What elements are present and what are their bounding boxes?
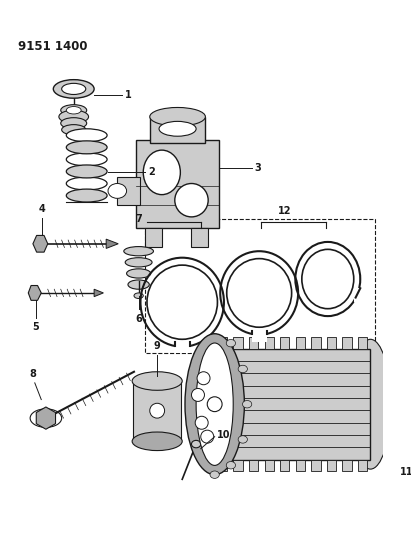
Text: 2: 2 [148,167,155,177]
Ellipse shape [226,462,236,469]
Ellipse shape [66,165,107,178]
Text: 11: 11 [400,467,411,477]
Ellipse shape [238,365,247,373]
Bar [296,460,305,471]
Ellipse shape [124,247,153,256]
Bar [311,337,321,349]
Bar [296,337,305,349]
Ellipse shape [53,79,94,98]
Bar [150,117,206,143]
Ellipse shape [108,183,127,198]
Bar [233,460,242,471]
Bar [354,288,368,302]
Text: 6: 6 [135,314,142,324]
Bar [358,337,367,349]
Bar [342,460,352,471]
Ellipse shape [197,372,210,385]
Polygon shape [33,236,48,252]
Bar [252,331,267,342]
Bar [233,337,242,349]
Text: 4: 4 [39,204,46,214]
Ellipse shape [134,293,143,298]
Ellipse shape [127,269,151,278]
Bar [249,337,258,349]
Ellipse shape [66,177,107,190]
Ellipse shape [185,334,245,475]
Bar [280,460,289,471]
Ellipse shape [207,397,222,411]
Ellipse shape [62,125,86,135]
Ellipse shape [201,430,214,443]
Ellipse shape [132,372,182,390]
Text: 9: 9 [154,341,161,351]
Ellipse shape [226,340,236,347]
Ellipse shape [302,249,354,309]
Ellipse shape [66,189,107,202]
Ellipse shape [242,400,252,408]
Ellipse shape [195,416,208,429]
Bar [136,140,219,228]
Bar [175,342,189,353]
Ellipse shape [66,153,107,166]
Bar [265,337,274,349]
Bar [192,228,208,247]
Bar [215,349,370,460]
Bar [117,177,141,205]
Bar [249,460,258,471]
Bar [145,228,162,247]
Ellipse shape [210,471,219,479]
Ellipse shape [66,129,107,142]
Polygon shape [36,407,55,429]
Text: 3: 3 [254,163,261,173]
Bar [145,219,375,353]
Bar [342,337,352,349]
Text: 12: 12 [277,206,291,216]
Ellipse shape [59,110,88,123]
Text: 9151 1400: 9151 1400 [18,40,88,53]
Ellipse shape [128,280,149,289]
Bar [218,460,227,471]
Ellipse shape [61,104,87,116]
Text: 8: 8 [30,369,36,379]
Ellipse shape [150,108,206,126]
Ellipse shape [143,150,180,195]
Text: 5: 5 [32,322,39,332]
Polygon shape [94,289,104,297]
Bar [218,337,227,349]
Ellipse shape [175,183,208,217]
Ellipse shape [192,440,201,448]
Text: 10: 10 [217,430,230,440]
Ellipse shape [125,257,152,267]
Bar [358,460,367,471]
Text: 1: 1 [125,91,132,100]
Text: 7: 7 [136,214,142,224]
Ellipse shape [227,259,292,327]
Ellipse shape [238,436,247,443]
Bar [265,460,274,471]
Polygon shape [28,286,41,301]
Bar [327,337,336,349]
Bar [280,337,289,349]
Ellipse shape [66,107,81,114]
Bar [327,460,336,471]
Ellipse shape [61,118,87,129]
Ellipse shape [196,343,233,465]
Ellipse shape [132,432,182,450]
Ellipse shape [192,389,204,401]
Ellipse shape [159,122,196,136]
Bar [311,460,321,471]
Ellipse shape [62,83,86,94]
Polygon shape [106,239,118,248]
Ellipse shape [350,340,391,469]
Bar [133,381,181,441]
Ellipse shape [66,141,107,154]
Ellipse shape [147,265,217,340]
Ellipse shape [150,403,164,418]
